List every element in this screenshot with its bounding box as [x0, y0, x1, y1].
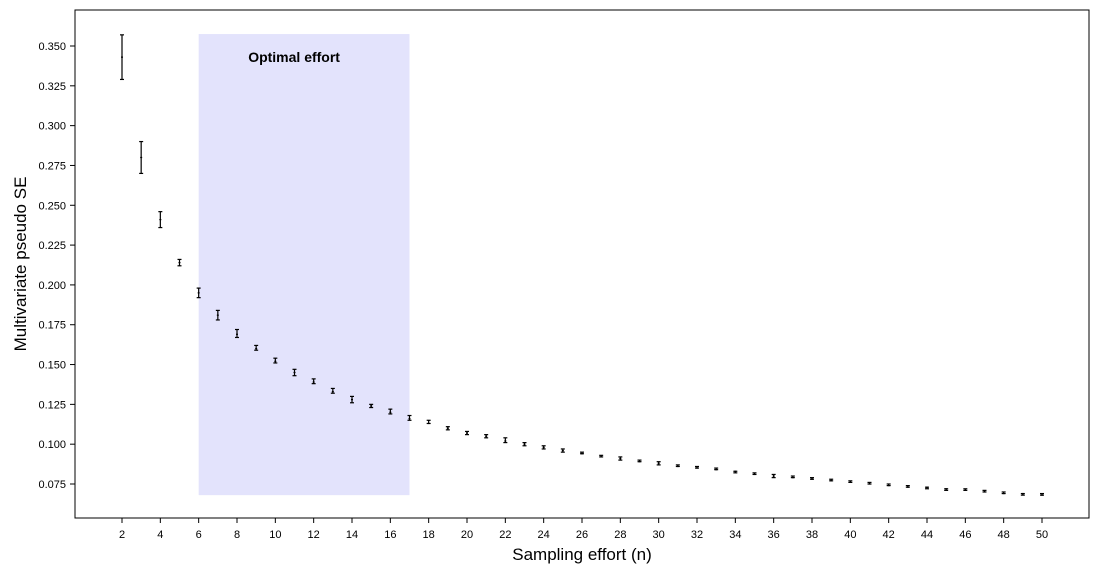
x-tick-label: 8: [234, 529, 240, 541]
x-tick-label: 10: [269, 529, 281, 541]
x-tick-label: 36: [768, 529, 780, 541]
error-bar-point: [196, 287, 201, 299]
error-bar-point: [580, 451, 584, 455]
error-bar-point: [752, 472, 757, 476]
y-axis: 0.075 0.100 0.125 0.150 0.175 0.200 0.225 0.250…: [38, 41, 75, 491]
x-tick-label: 16: [384, 529, 396, 541]
x-tick-label: 46: [959, 529, 971, 541]
error-bar-point: [503, 437, 508, 444]
error-bar-point: [139, 140, 144, 175]
error-bar-point: [484, 434, 489, 439]
error-bar-point: [215, 309, 220, 321]
error-bar-point: [235, 328, 239, 339]
error-bar-point: [905, 484, 910, 488]
data-points: [120, 34, 1044, 496]
y-tick-label: 0.125: [38, 399, 66, 411]
error-bar-point: [1001, 491, 1006, 495]
error-bar-point: [522, 441, 527, 447]
x-tick-label: 12: [308, 529, 320, 541]
error-bar-point: [637, 459, 642, 463]
optimal-effort-region: [198, 34, 410, 496]
error-bar-point: [829, 478, 834, 482]
error-bar-point: [426, 419, 431, 425]
y-axis-title: Multivariate pseudo SE: [11, 177, 30, 352]
x-tick-label: 28: [614, 529, 626, 541]
error-bar-point: [1020, 492, 1025, 496]
error-bar-point: [790, 475, 795, 479]
error-bar-point: [599, 454, 604, 458]
x-tick-label: 34: [729, 529, 741, 541]
error-bar-point: [1040, 492, 1044, 496]
x-tick-label: 20: [461, 529, 473, 541]
error-bar-point: [407, 414, 412, 421]
error-bar-point: [982, 489, 987, 493]
y-tick-label: 0.100: [38, 439, 66, 451]
x-tick-label: 26: [576, 529, 588, 541]
error-bar-point: [714, 467, 719, 471]
error-bar-point: [177, 258, 182, 267]
error-bar-point: [120, 34, 124, 81]
x-tick-label: 18: [423, 529, 435, 541]
x-tick-label: 14: [346, 529, 358, 541]
error-bar-point: [273, 357, 278, 364]
optimal-effort-label: Optimal effort: [248, 49, 340, 65]
error-bar-point: [944, 488, 949, 491]
error-bar-point: [656, 461, 661, 466]
error-bar-point: [886, 483, 891, 487]
y-tick-label: 0.075: [38, 479, 66, 491]
error-bar-point: [675, 464, 680, 468]
x-tick-label: 40: [844, 529, 856, 541]
x-tick-label: 32: [691, 529, 703, 541]
error-bar-point: [350, 395, 354, 404]
x-axis: 2 4 6 8 10 12 14 16 18 20 22 24 26 28 30 32 34 36 38 40 42 44…: [119, 518, 1048, 541]
x-tick-label: 30: [653, 529, 665, 541]
x-tick-label: 42: [883, 529, 895, 541]
x-tick-label: 6: [196, 529, 202, 541]
error-bar-point: [311, 378, 316, 385]
error-bar-point: [963, 488, 968, 491]
error-bar-point: [848, 480, 853, 484]
error-bar-point: [158, 211, 163, 229]
x-axis-title: Sampling effort (n): [512, 545, 652, 564]
error-bar-point: [445, 426, 450, 431]
error-bar-point: [810, 477, 814, 480]
error-bar-point: [465, 430, 469, 436]
error-bar-point: [369, 403, 374, 409]
y-tick-label: 0.325: [38, 81, 66, 93]
x-tick-label: 4: [157, 529, 163, 541]
error-bar-point: [560, 448, 565, 453]
y-tick-label: 0.225: [38, 240, 66, 252]
error-bar-point: [771, 473, 776, 479]
x-tick-label: 48: [998, 529, 1010, 541]
x-tick-label: 22: [499, 529, 511, 541]
y-tick-label: 0.300: [38, 121, 66, 133]
error-bar-point: [695, 465, 699, 469]
error-bar-point: [388, 408, 393, 415]
x-tick-label: 50: [1036, 529, 1048, 541]
error-bar-point: [541, 445, 546, 450]
error-bar-point: [254, 344, 259, 351]
y-tick-label: 0.275: [38, 160, 66, 172]
x-tick-label: 2: [119, 529, 125, 541]
error-bar-point: [292, 368, 297, 377]
x-tick-label: 38: [806, 529, 818, 541]
error-bar-point: [330, 387, 335, 394]
y-tick-label: 0.250: [38, 200, 66, 212]
y-tick-label: 0.350: [38, 41, 66, 53]
x-tick-label: 24: [538, 529, 550, 541]
x-tick-label: 44: [921, 529, 933, 541]
y-tick-label: 0.200: [38, 280, 66, 292]
error-bar-point: [925, 486, 929, 490]
error-bar-point: [867, 481, 872, 485]
error-bar-point: [733, 470, 738, 474]
error-bar-point: [618, 456, 623, 461]
y-tick-label: 0.175: [38, 320, 66, 332]
y-tick-label: 0.150: [38, 360, 66, 372]
